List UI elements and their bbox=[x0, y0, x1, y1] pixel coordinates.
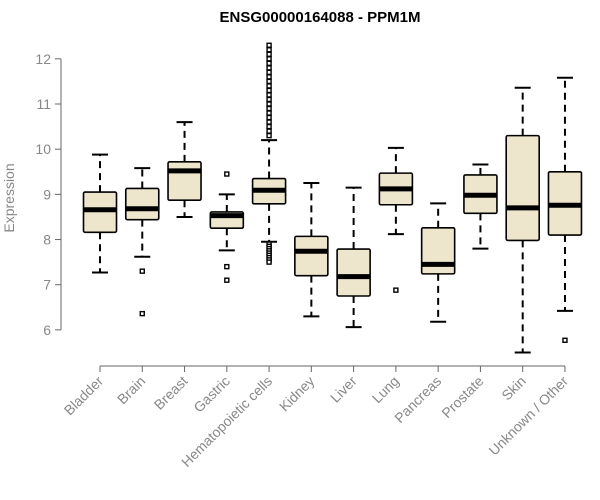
outlier-point bbox=[266, 123, 272, 130]
outlier-point bbox=[562, 337, 568, 343]
x-tick-label: Unknown / Other bbox=[485, 373, 571, 459]
box-iqr bbox=[505, 134, 541, 242]
outlier-point bbox=[139, 310, 145, 317]
x-tick-label: Pancreas bbox=[391, 373, 444, 426]
box-group bbox=[294, 182, 329, 318]
y-tick-label: 10 bbox=[35, 141, 51, 157]
outlier-point bbox=[266, 51, 272, 57]
x-tick-label: Kidney bbox=[276, 373, 318, 415]
outlier-point bbox=[266, 96, 272, 103]
outlier-point bbox=[266, 110, 272, 116]
box-iqr bbox=[420, 226, 456, 275]
box-iqr bbox=[124, 187, 160, 221]
boxes-layer bbox=[82, 42, 583, 354]
outlier-point bbox=[266, 65, 272, 71]
y-tick-label: 8 bbox=[43, 232, 51, 248]
y-axis: 6 7 8 9 10 11 12 bbox=[35, 51, 62, 338]
outlier-point bbox=[266, 69, 272, 76]
outlier-point bbox=[266, 42, 272, 48]
outlier-point bbox=[266, 119, 272, 125]
outlier-point bbox=[266, 83, 272, 89]
outlier-point bbox=[224, 277, 230, 283]
outlier-point bbox=[266, 132, 272, 139]
box-group bbox=[547, 76, 583, 343]
outlier-point bbox=[266, 74, 272, 80]
box-group bbox=[209, 171, 245, 283]
outlier-point bbox=[266, 114, 272, 121]
box-group bbox=[336, 186, 371, 329]
box-iqr bbox=[336, 248, 371, 297]
box-group bbox=[82, 153, 118, 274]
x-tick-label: Brain bbox=[114, 373, 148, 407]
outlier-point bbox=[224, 263, 230, 270]
outlier-point bbox=[224, 171, 230, 177]
outlier-point bbox=[266, 78, 272, 85]
y-tick-label: 7 bbox=[43, 277, 51, 293]
box-group bbox=[505, 86, 541, 354]
x-tick-label: Bladder bbox=[61, 373, 107, 419]
outlier-point bbox=[266, 87, 272, 94]
y-tick-label: 6 bbox=[43, 322, 51, 338]
x-tick-label: Lung bbox=[369, 373, 402, 406]
y-tick-label: 9 bbox=[43, 186, 51, 202]
x-tick-label: Liver bbox=[327, 373, 360, 406]
box-group bbox=[124, 167, 160, 317]
outlier-point bbox=[266, 47, 272, 53]
box-group bbox=[378, 146, 414, 293]
box-group bbox=[251, 42, 287, 265]
outlier-point bbox=[266, 60, 272, 67]
outlier-point bbox=[393, 287, 399, 293]
box-iqr bbox=[167, 161, 202, 202]
box-iqr bbox=[294, 235, 329, 277]
outlier-point bbox=[266, 56, 272, 62]
x-tick-label: Prostate bbox=[438, 373, 486, 421]
x-tick-label: Breast bbox=[151, 373, 191, 413]
x-tick-label: Skin bbox=[498, 373, 529, 404]
outlier-point bbox=[266, 128, 272, 134]
outlier-point bbox=[266, 101, 272, 107]
outlier-point bbox=[266, 105, 272, 112]
y-tick-label: 11 bbox=[36, 96, 51, 112]
box-group bbox=[463, 163, 498, 250]
box-group bbox=[420, 202, 456, 323]
outlier-point bbox=[266, 92, 272, 98]
box-group bbox=[167, 121, 202, 218]
y-axis-label: Expression bbox=[1, 163, 17, 232]
y-tick-label: 12 bbox=[35, 51, 51, 67]
chart-title: ENSG00000164088 - PPM1M bbox=[220, 9, 421, 26]
outlier-point bbox=[266, 259, 272, 265]
outlier-point bbox=[139, 268, 145, 274]
